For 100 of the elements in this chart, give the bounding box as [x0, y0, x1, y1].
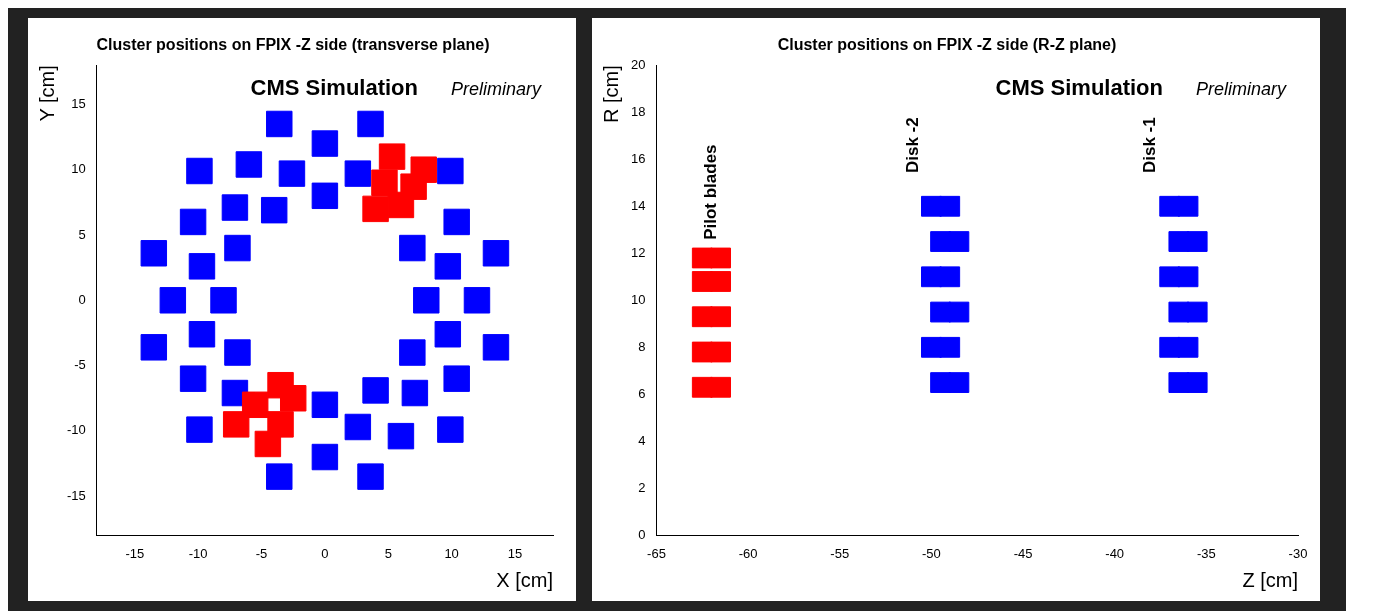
- x-tick-label: -35: [1196, 545, 1216, 561]
- point: [948, 231, 970, 252]
- point: [186, 157, 213, 185]
- point: [311, 130, 339, 157]
- x-axis-title: X [cm]: [496, 568, 553, 591]
- point: [311, 391, 339, 419]
- x-axis-title: Z [cm]: [1242, 568, 1298, 591]
- y-tick-label: 5: [78, 226, 86, 242]
- annotation: Disk -1: [1140, 117, 1160, 174]
- point: [224, 339, 251, 366]
- point: [186, 416, 213, 443]
- point: [710, 271, 732, 292]
- point: [179, 365, 207, 392]
- point: [278, 160, 306, 187]
- chart-title: Cluster positions on FPIX -Z side (R-Z plane): [777, 36, 1117, 54]
- point: [482, 334, 510, 361]
- point: [710, 306, 732, 328]
- point: [948, 301, 970, 323]
- y-tick-label: 14: [630, 197, 646, 213]
- point: [344, 160, 372, 187]
- point: [410, 156, 437, 183]
- x-tick-label: 0: [321, 545, 329, 561]
- point: [279, 385, 307, 412]
- point: [357, 110, 384, 138]
- point: [222, 411, 250, 438]
- annotation: Preliminary: [1195, 79, 1287, 100]
- point: [948, 372, 970, 393]
- point: [371, 169, 398, 196]
- y-tick-label: 15: [71, 95, 86, 111]
- x-tick-label: -55: [830, 545, 850, 561]
- point: [241, 391, 269, 419]
- point: [1186, 231, 1208, 252]
- x-tick-label: -10: [188, 545, 208, 561]
- point: [443, 208, 470, 236]
- point: [710, 376, 732, 398]
- x-tick-label: 5: [384, 545, 392, 561]
- annotation: Preliminary: [450, 79, 542, 100]
- point: [434, 321, 462, 348]
- point: [179, 208, 207, 236]
- point: [1177, 336, 1199, 358]
- x-tick-label: -65: [647, 545, 666, 561]
- y-tick-label: -10: [66, 422, 86, 438]
- y-tick-label: 8: [638, 338, 646, 354]
- point: [387, 422, 415, 450]
- annotation: Disk -2: [902, 117, 922, 174]
- point: [260, 196, 288, 224]
- annotation: CMS Simulation: [250, 75, 418, 101]
- y-tick-label: 2: [638, 479, 646, 495]
- point: [710, 247, 732, 269]
- point: [939, 266, 961, 288]
- point: [1177, 195, 1199, 217]
- point: [221, 194, 249, 221]
- x-tick-label: 10: [444, 545, 459, 561]
- point: [188, 253, 216, 280]
- y-tick-label: 6: [638, 385, 646, 401]
- point: [378, 143, 406, 170]
- point: [437, 157, 464, 185]
- point: [188, 321, 216, 348]
- point: [159, 287, 187, 314]
- point: [140, 240, 168, 267]
- x-tick-label: -30: [1288, 545, 1308, 561]
- point: [434, 253, 462, 280]
- point: [399, 234, 426, 262]
- point: [266, 110, 293, 138]
- y-tick-label: 4: [638, 432, 646, 448]
- x-tick-label: -50: [922, 545, 941, 561]
- point: [311, 182, 339, 210]
- point: [235, 151, 263, 178]
- annotation: Pilot blades: [700, 144, 720, 240]
- point: [362, 195, 389, 223]
- point: [224, 234, 251, 262]
- point: [344, 413, 372, 441]
- point: [482, 240, 510, 267]
- y-axis-title: Y [cm]: [35, 65, 58, 122]
- point: [463, 287, 491, 314]
- point: [140, 334, 168, 361]
- x-tick-label: -5: [255, 545, 268, 561]
- x-tick-label: 15: [507, 545, 523, 561]
- y-tick-label: -5: [74, 357, 86, 373]
- point: [443, 365, 470, 392]
- y-tick-label: 10: [71, 161, 86, 177]
- y-tick-label: 10: [630, 291, 646, 307]
- point: [1186, 301, 1208, 323]
- point: [710, 341, 732, 363]
- point: [1186, 372, 1208, 393]
- y-tick-label: 0: [78, 291, 86, 307]
- y-tick-label: 0: [638, 526, 646, 542]
- point: [254, 430, 282, 458]
- point: [1177, 266, 1199, 288]
- y-tick-label: -15: [66, 487, 86, 503]
- chart-title: Cluster positions on FPIX -Z side (transverse plane): [96, 36, 490, 54]
- point: [437, 416, 464, 443]
- y-tick-label: 16: [630, 150, 646, 166]
- x-tick-label: -60: [738, 545, 758, 561]
- point: [362, 377, 389, 404]
- point: [266, 463, 293, 490]
- x-tick-label: -15: [125, 545, 145, 561]
- y-tick-label: 20: [630, 56, 646, 72]
- point: [210, 287, 237, 314]
- x-tick-label: -45: [1013, 545, 1033, 561]
